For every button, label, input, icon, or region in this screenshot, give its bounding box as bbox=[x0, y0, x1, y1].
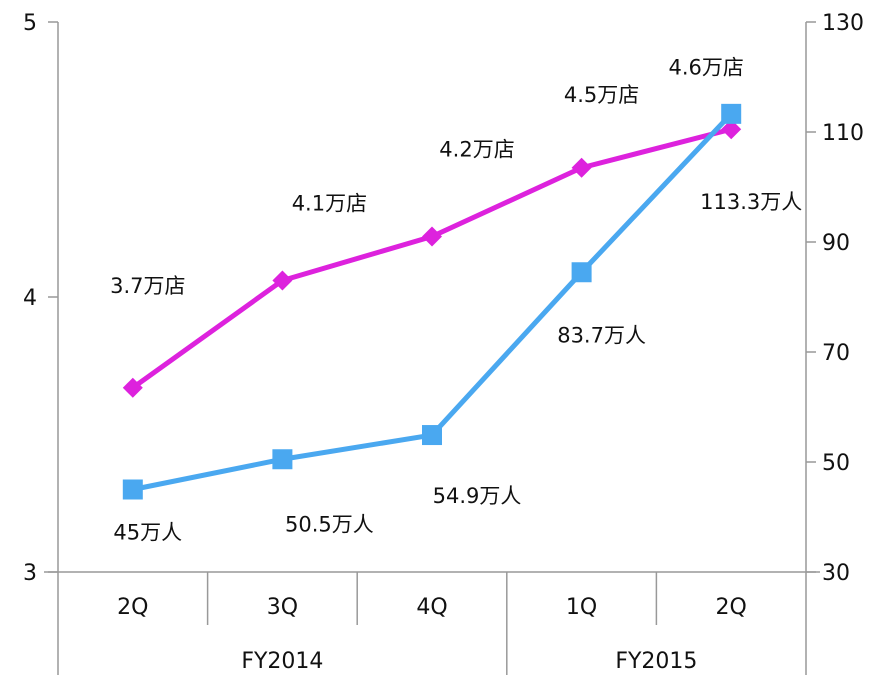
series-1-data-label: 4.6万店 bbox=[668, 55, 743, 79]
chart-axes: 3 4 5 30 50 70 90 110 130 2Q 3Q 4Q 1Q 2Q FY2014 FY2015 bbox=[23, 11, 864, 675]
series-2-point bbox=[571, 262, 592, 283]
series-1-point bbox=[272, 270, 293, 291]
series-2-point bbox=[272, 449, 293, 470]
series-1-point bbox=[721, 119, 742, 140]
data-labels: 3.7万店 4.1万店 4.2万店 4.5万店 4.6万店 45万人 50.5万人 54.9万… bbox=[110, 55, 802, 544]
series-2-point bbox=[122, 479, 143, 500]
category-label: 4Q bbox=[416, 595, 447, 620]
series-2-point bbox=[721, 103, 742, 124]
right-axis-tick-label: 110 bbox=[822, 121, 864, 146]
series-1-point bbox=[422, 226, 442, 247]
series-1-data-label: 3.7万店 bbox=[110, 274, 185, 298]
series-1-data-label: 4.5万店 bbox=[564, 83, 639, 107]
series-2-data-label: 50.5万人 bbox=[285, 512, 374, 536]
right-axis-tick-label: 50 bbox=[822, 451, 850, 476]
series-1-point bbox=[571, 157, 592, 178]
right-axis-tick-label: 30 bbox=[822, 561, 850, 586]
series-1-line bbox=[131, 126, 732, 390]
right-axis-tick-label: 130 bbox=[822, 11, 864, 36]
left-axis-tick-label: 3 bbox=[23, 561, 37, 586]
category-label: 2Q bbox=[716, 595, 747, 620]
series-2-data-label: 83.7万人 bbox=[557, 323, 646, 347]
category-label: 3Q bbox=[267, 595, 298, 620]
left-axis-tick-label: 4 bbox=[23, 286, 37, 311]
series-2-data-label: 54.9万人 bbox=[433, 484, 522, 508]
series-1-data-label: 4.1万店 bbox=[292, 192, 367, 216]
series-2-data-label: 45万人 bbox=[113, 521, 182, 545]
series-markers bbox=[122, 103, 742, 500]
right-axis-tick-label: 70 bbox=[822, 341, 850, 366]
category-label: 2Q bbox=[117, 595, 148, 620]
group-label: FY2014 bbox=[241, 649, 323, 674]
group-label: FY2015 bbox=[615, 649, 697, 674]
series-2-data-label: 113.3万人 bbox=[700, 190, 802, 214]
right-axis-tick-label: 90 bbox=[822, 231, 850, 256]
left-axis-tick-label: 5 bbox=[23, 11, 37, 36]
series-1-data-label: 4.2万店 bbox=[439, 138, 514, 162]
series-2-point bbox=[422, 425, 442, 446]
category-label: 1Q bbox=[566, 595, 597, 620]
series-1-point bbox=[122, 377, 143, 398]
